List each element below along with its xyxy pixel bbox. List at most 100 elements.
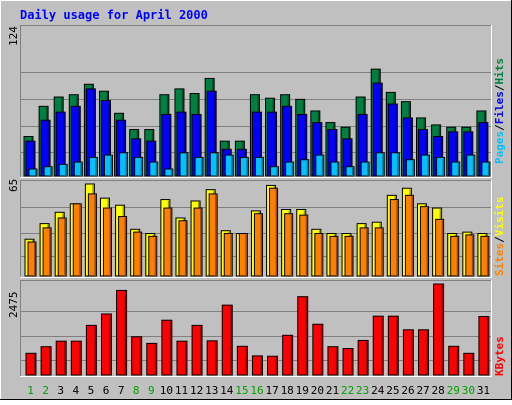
sites-bar-day-5-fill (87, 193, 97, 277)
pages-bar-day-27 (421, 154, 431, 177)
sites-bar-day-15-fill (238, 233, 248, 277)
day-label-4: 4 (73, 384, 80, 397)
kbytes-bar-day-20-fill (312, 323, 324, 376)
pages-bar-day-6 (103, 154, 113, 177)
kbytes-bar-day-26-shade (411, 330, 413, 375)
pages-bar-day-30-fill (466, 154, 476, 177)
kbytes-bar-day-18 (282, 334, 294, 376)
files-bar-day-31-shade (485, 123, 488, 176)
pages-bar-day-25 (390, 152, 400, 177)
files-bar-day-1-shade (33, 142, 35, 176)
kbytes-bar-day-22 (342, 348, 354, 376)
files-bar-day-10 (161, 113, 172, 177)
files-bar-day-20-shade (319, 123, 322, 176)
kbytes-bar-day-2 (40, 346, 52, 376)
pages-bar-day-19 (300, 159, 310, 177)
sites-bar-day-16-fill (253, 213, 263, 277)
kbytes-bar-day-23-shade (366, 341, 368, 375)
pages-bar-day-9-shade (155, 163, 158, 176)
pages-bar-day-10-fill (164, 168, 174, 177)
sites-bar-day-14 (223, 233, 233, 277)
pages-bar-day-12 (194, 156, 204, 177)
legend-sep-2: / (493, 84, 506, 91)
pages-bar-day-10 (164, 168, 174, 177)
pages-bar-day-16-fill (254, 156, 264, 177)
sites-bar-day-26-fill (404, 194, 414, 277)
kbytes-bar-day-1 (25, 352, 37, 376)
day-label-13: 13 (205, 384, 218, 397)
day-label-8: 8 (133, 384, 140, 397)
kbytes-bar-day-19-shade (305, 297, 308, 375)
files-bar-day-6-shade (108, 101, 110, 176)
pages-bar-day-25-fill (390, 152, 400, 177)
sites-bar-day-11 (178, 220, 188, 277)
sites-bar-day-13-shade (215, 194, 217, 276)
pages-bar-day-2-shade (50, 167, 52, 176)
pages-bar-day-15-fill (239, 156, 249, 177)
kbytes-bar-day-26-fill (402, 329, 414, 376)
sites-bar-day-14-shade (230, 234, 232, 276)
files-bar-day-23-shade (365, 115, 367, 176)
kbytes-bar-day-6-shade (109, 314, 111, 375)
kbytes-bar-day-29 (448, 345, 460, 376)
kbytes-bar-day-16 (251, 355, 263, 376)
files-bar-day-12-shade (199, 115, 201, 176)
pages-bar-day-1 (28, 168, 38, 177)
pages-bar-day-22-fill (345, 166, 355, 177)
kbytes-bar-day-16-shade (260, 356, 262, 375)
pages-bar-day-11-shade (185, 153, 188, 176)
sites-bar-day-4-fill (72, 203, 82, 277)
kbytes-bar-day-31-fill (478, 316, 490, 376)
pages-bar-day-22 (345, 166, 355, 177)
files-bar-day-26-shade (410, 118, 412, 176)
pages-bar-day-24 (375, 152, 385, 177)
day-label-3: 3 (57, 384, 64, 397)
kbytes-bar-day-4-fill (70, 340, 82, 376)
day-label-21: 21 (326, 384, 339, 397)
files-bar-day-3-shade (63, 113, 65, 176)
pages-bar-day-19-shade (306, 160, 309, 176)
pages-bar-day-5 (88, 156, 98, 177)
sites-bar-day-21-fill (329, 235, 339, 277)
kbytes-bar-day-10 (161, 319, 173, 376)
kbytes-bar-day-1-shade (34, 354, 36, 375)
kbytes-ymax-label: 2475 (7, 292, 20, 319)
sites-bar-day-31 (480, 235, 490, 277)
pages-bar-day-21 (330, 161, 340, 177)
sites-bar-day-10-fill (163, 207, 173, 277)
sites-bar-day-1 (27, 241, 37, 277)
pages-bar-day-27-shade (427, 156, 430, 176)
chart-marks (23, 68, 491, 376)
kbytes-bar-day-1-fill (25, 352, 37, 376)
kbytes-bar-day-20-shade (320, 325, 323, 375)
sites-bar-day-15-shade (245, 234, 247, 276)
kbytes-bar-day-3 (55, 340, 67, 376)
sites-bar-day-17 (269, 187, 279, 277)
kbytes-bar-day-20 (312, 323, 324, 376)
kbytes-bar-day-28-fill (433, 283, 445, 376)
day-label-1: 1 (27, 384, 34, 397)
kbytes-bar-day-13-shade (215, 341, 217, 375)
files-bar-day-11-shade (183, 113, 186, 176)
sites-bar-day-20 (314, 233, 324, 277)
pages-bar-day-4-shade (80, 163, 82, 176)
files-bar-day-4-shade (78, 107, 80, 176)
pages-bar-day-23-fill (360, 161, 370, 177)
kbytes-bar-day-26 (402, 329, 414, 376)
pages-bar-day-20-fill (315, 154, 325, 177)
pages-bar-day-13-fill (209, 152, 219, 177)
sites-bar-day-3 (57, 217, 67, 277)
day-label-29: 29 (447, 384, 460, 397)
sites-bar-day-24-shade (381, 228, 383, 276)
kbytes-bar-day-30 (463, 352, 475, 376)
kbytes-bar-day-2-shade (49, 347, 51, 375)
kbytes-bar-day-24-shade (381, 317, 383, 375)
pages-bar-day-24-fill (375, 152, 385, 177)
day-label-15: 15 (235, 384, 248, 397)
pages-bar-day-18-fill (285, 161, 295, 177)
sites-bar-day-8 (133, 231, 143, 277)
kbytes-bar-day-25-fill (387, 315, 399, 376)
sites-bar-day-25 (389, 199, 399, 277)
pages-bar-day-18-shade (291, 163, 294, 176)
sites-bar-day-28-shade (441, 220, 444, 276)
